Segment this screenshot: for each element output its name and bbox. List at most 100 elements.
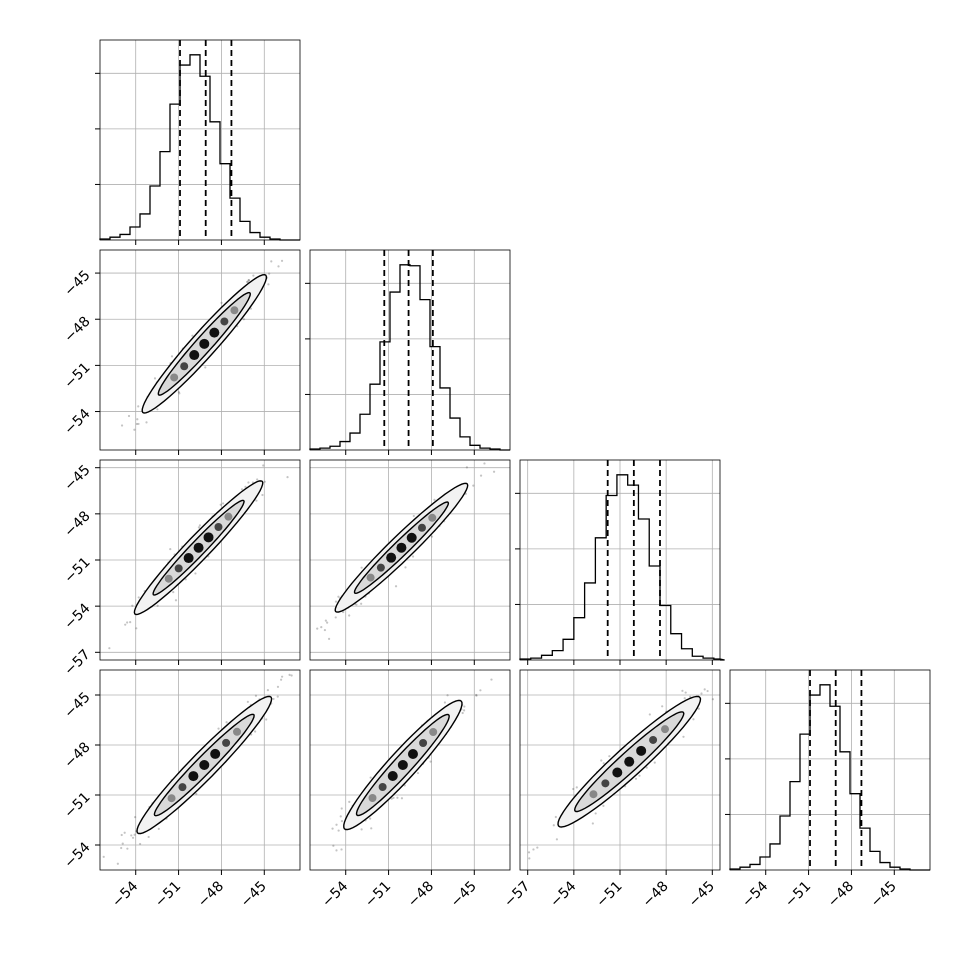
density-core [180,362,189,371]
sample-point [483,462,486,465]
sample-point [334,616,337,619]
density-core [386,552,397,563]
density-core [378,783,387,792]
sample-point [337,829,340,832]
sample-point [135,627,138,630]
sample-point [130,834,133,837]
sample-point [689,695,692,698]
sample-point [653,761,656,764]
sample-point [324,619,327,622]
density-core [429,727,438,736]
y-tick-label: −54 [61,600,93,632]
sample-point [396,796,399,799]
sample-point [267,283,270,286]
sample-point [433,498,436,501]
sample-point [225,721,228,724]
sample-point [536,846,539,849]
sample-point [703,688,706,691]
sample-point [127,414,131,418]
density-core [199,338,210,349]
density-core [387,771,398,782]
sample-point [220,301,223,304]
panel-2-0: −45 −48 −51 −54 −57 [61,459,301,679]
sample-point [335,823,338,826]
sample-point [263,480,266,483]
sample-point [479,474,483,477]
sample-point [254,694,258,697]
sample-point [682,735,685,738]
sample-point [711,698,714,701]
x-tick-label: −54 [319,878,351,910]
sample-point [247,279,251,282]
y-tick-label: −48 [61,314,93,346]
sample-point [327,637,331,640]
sample-point [527,851,531,854]
sample-point [555,838,558,841]
sample-point [145,421,148,424]
sample-point [591,822,594,825]
panel-frame [99,459,301,661]
sample-point [638,774,641,777]
sample-point [700,692,703,695]
y-tick-label: −48 [61,508,93,540]
sample-point [204,366,207,369]
sample-point [244,485,247,488]
sample-point [219,503,222,506]
sample-point [492,470,496,473]
panel-frame [729,669,931,871]
histogram-step [309,264,510,451]
sample-point [475,693,478,697]
sample-point [124,623,127,626]
density-core [214,523,223,532]
x-tick-label: −45 [448,878,480,910]
sample-point [156,408,159,411]
sample-point [331,827,334,830]
sample-point [416,771,420,775]
sample-point [270,260,273,263]
density-core [164,574,173,583]
sample-point [221,502,225,505]
sample-point [169,548,172,551]
sample-point [490,678,493,681]
density-core [366,573,375,582]
density-core [230,306,239,315]
sample-point [135,422,139,426]
sample-point [316,627,319,630]
sample-point [554,815,557,819]
x-tick-label: −45 [686,878,718,910]
sample-point [634,777,638,780]
sample-point [390,797,393,800]
panel-3-2: −57 −54 −51 −48 −45 [501,669,721,911]
sample-point [121,842,124,845]
sample-point [131,836,135,839]
x-tick-label: −51 [782,878,814,910]
sample-point [276,685,280,688]
sample-point [692,718,695,721]
sample-point [360,566,363,569]
sample-point [394,585,398,588]
sample-point [174,599,178,602]
sample-point [370,827,373,830]
sample-point [184,578,187,581]
sample-point [137,405,140,408]
sample-point [337,595,340,598]
sample-point [602,804,605,807]
sample-point [133,833,136,836]
sample-point [411,555,415,558]
x-tick-label: −48 [640,878,672,910]
sample-point [147,835,150,839]
sample-point [281,675,284,678]
sample-point [198,524,202,527]
sample-point [323,628,327,632]
sample-point [256,478,259,481]
sample-point [288,673,291,676]
sample-point [334,600,338,603]
sample-point [126,847,129,850]
sample-point [355,603,358,606]
sample-point [272,697,275,701]
sample-point [286,475,289,479]
panel-0-0 [95,39,301,245]
sample-point [697,707,700,710]
density-core [406,532,417,543]
